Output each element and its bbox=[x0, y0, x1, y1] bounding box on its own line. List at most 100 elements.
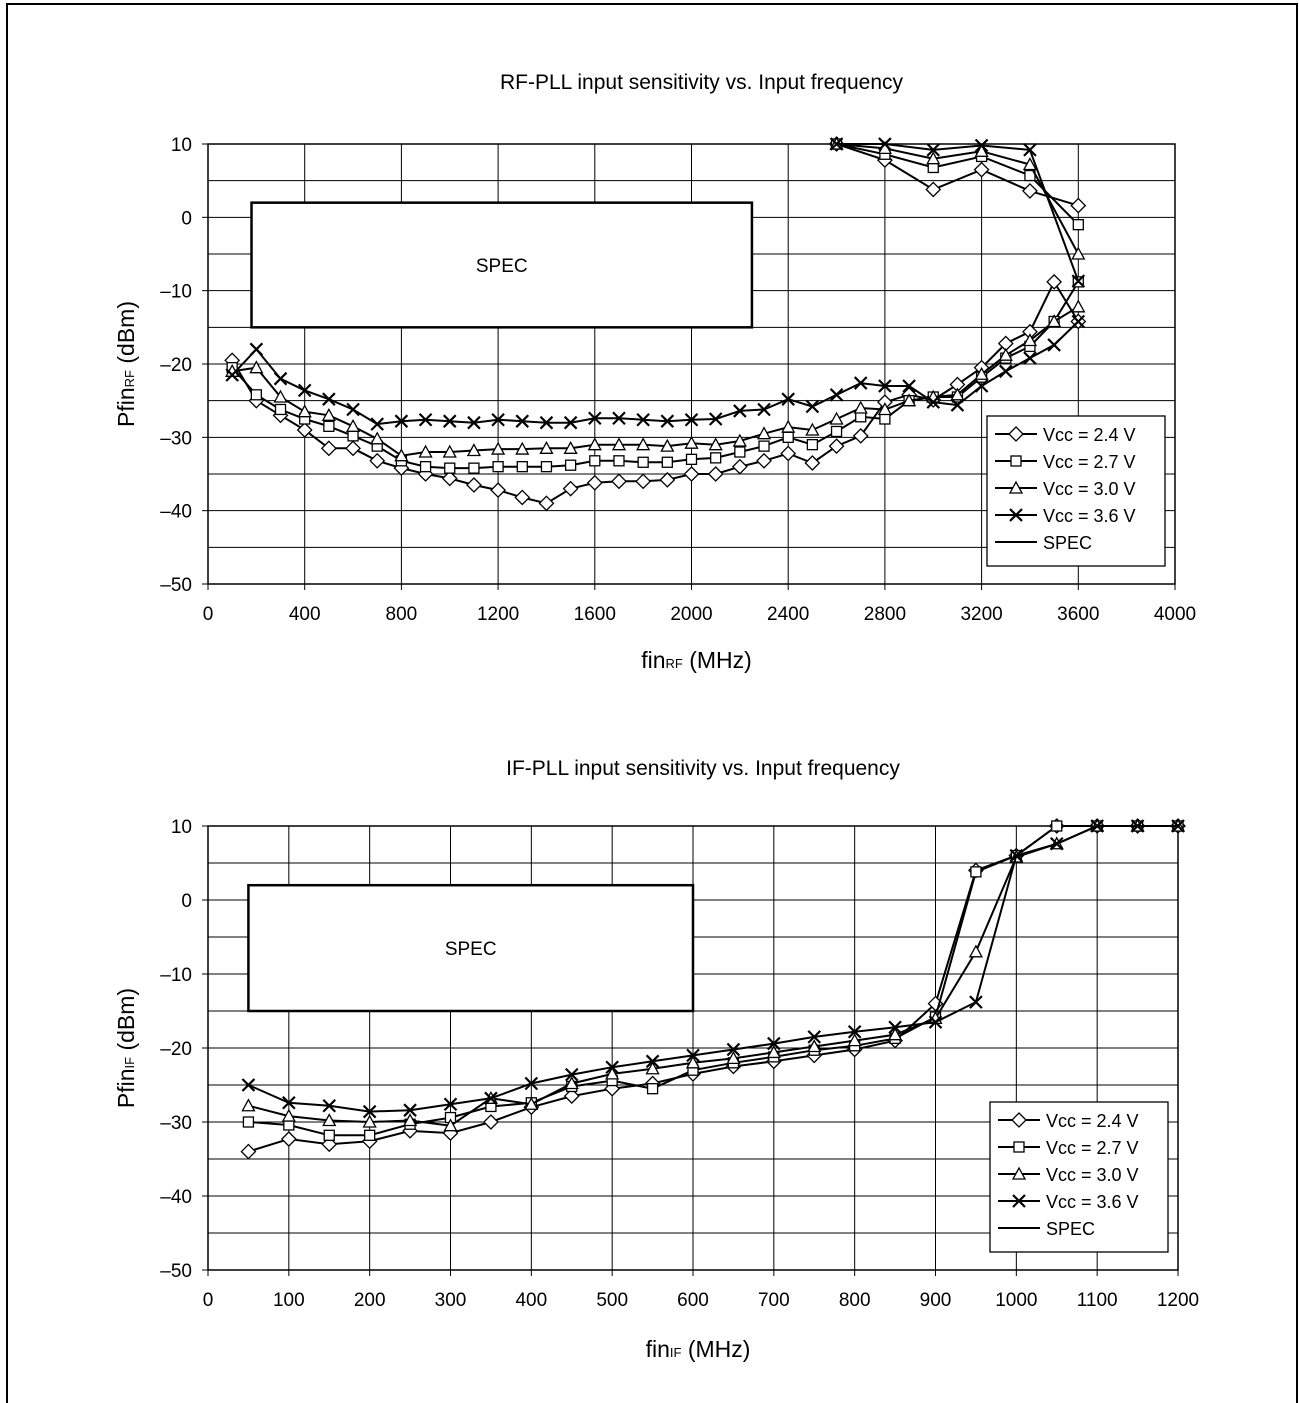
legend-x-marker bbox=[1012, 1194, 1026, 1208]
x-tick-label: 2400 bbox=[767, 604, 809, 625]
data-point bbox=[611, 473, 627, 490]
legend-label: Vcc = 2.4 V bbox=[1046, 1111, 1139, 1131]
data-point bbox=[514, 489, 531, 506]
data-point bbox=[281, 1108, 296, 1122]
data-point bbox=[225, 368, 239, 382]
data-point bbox=[369, 452, 386, 469]
data-point bbox=[1071, 299, 1086, 313]
legend: Vcc = 2.4 V Vcc = 2.7 V Vcc = 3.0 V Vcc = 3… bbox=[986, 415, 1166, 567]
data-point bbox=[684, 435, 699, 449]
data-point bbox=[708, 437, 723, 451]
legend-item: Vcc = 2.7 V bbox=[995, 452, 1136, 472]
chart-title: IF-PLL input sensitivity vs. Input frequ… bbox=[506, 757, 900, 780]
data-point bbox=[403, 1103, 417, 1117]
series-line bbox=[247, 825, 1178, 1113]
x-tick-label: 0 bbox=[203, 604, 214, 625]
data-point bbox=[490, 482, 507, 499]
x-tick-label: 1600 bbox=[574, 604, 616, 625]
figure-frame bbox=[6, 3, 1298, 1403]
legend-item: Vcc = 2.7 V bbox=[998, 1138, 1139, 1158]
data-point bbox=[297, 383, 312, 398]
axes: 100–10–20–30–40–500 100 200 300 400 500 600 700… bbox=[160, 817, 1199, 1311]
data-point bbox=[589, 455, 601, 467]
data-point bbox=[974, 143, 989, 157]
data-point bbox=[1072, 219, 1084, 231]
data-point bbox=[241, 1078, 256, 1092]
data-point bbox=[766, 1045, 781, 1059]
data-point bbox=[637, 456, 649, 468]
data-point bbox=[974, 379, 989, 393]
data-point bbox=[482, 1114, 499, 1130]
data-point bbox=[442, 444, 457, 458]
y-axis-label-main: Pfin bbox=[113, 387, 139, 427]
y-tick-label: 0 bbox=[181, 891, 192, 912]
series-x bbox=[241, 819, 1185, 1119]
data-point bbox=[684, 412, 699, 427]
data-point bbox=[370, 417, 385, 431]
y-tick-label: –10 bbox=[160, 282, 192, 303]
y-tick-label: –40 bbox=[160, 502, 192, 523]
data-point bbox=[273, 389, 288, 403]
legend-item: Vcc = 3.6 V bbox=[998, 1192, 1139, 1212]
data-point bbox=[757, 402, 771, 417]
legend-label: Vcc = 3.6 V bbox=[1046, 1192, 1139, 1212]
y-axis-label-unit: (dBm) bbox=[113, 988, 139, 1057]
legend-label: Vcc = 3.0 V bbox=[1043, 479, 1136, 499]
data-point bbox=[484, 1091, 498, 1106]
data-point bbox=[926, 143, 941, 157]
data-point bbox=[645, 1061, 660, 1075]
y-tick-label: 10 bbox=[171, 135, 192, 156]
data-point bbox=[370, 431, 385, 445]
data-point bbox=[756, 452, 772, 469]
data-point bbox=[402, 1113, 418, 1127]
data-point bbox=[364, 1129, 376, 1141]
data-point bbox=[320, 440, 337, 457]
legend-item: Vcc = 3.6 V bbox=[995, 506, 1136, 526]
y-tick-label: –30 bbox=[160, 1113, 192, 1134]
legend-label: Vcc = 3.0 V bbox=[1046, 1165, 1139, 1185]
data-point bbox=[1047, 338, 1061, 352]
data-point bbox=[969, 995, 983, 1009]
y-tick-label: –20 bbox=[160, 1039, 192, 1060]
y-axis-label-sub: IF bbox=[122, 1057, 137, 1069]
data-point bbox=[853, 400, 868, 414]
data-point bbox=[273, 371, 288, 386]
x-tick-label: 800 bbox=[839, 1290, 871, 1311]
x-tick-label: 2800 bbox=[864, 604, 906, 625]
data-point bbox=[515, 414, 530, 428]
data-point bbox=[902, 379, 916, 393]
spec-box bbox=[250, 201, 754, 329]
data-point bbox=[611, 437, 627, 451]
series-line bbox=[232, 305, 1079, 457]
series-line bbox=[231, 320, 1079, 426]
data-point bbox=[887, 1027, 903, 1041]
data-point bbox=[442, 414, 457, 428]
y-axis-label: PfinRF (dBm) bbox=[113, 301, 139, 427]
legend-item: SPEC bbox=[998, 1219, 1095, 1239]
data-point bbox=[781, 419, 796, 433]
data-point bbox=[805, 422, 820, 436]
data-point bbox=[829, 137, 844, 151]
data-point bbox=[1130, 819, 1145, 833]
data-point bbox=[249, 360, 264, 374]
data-point bbox=[1051, 820, 1063, 832]
data-point bbox=[323, 420, 335, 432]
legend-label: Vcc = 2.7 V bbox=[1046, 1138, 1139, 1158]
spec-box-label: SPEC bbox=[476, 256, 528, 277]
data-point bbox=[998, 364, 1013, 379]
data-point bbox=[877, 402, 892, 416]
data-point bbox=[516, 461, 528, 473]
data-point bbox=[829, 388, 844, 402]
y-axis-label-unit: (dBm) bbox=[113, 301, 139, 370]
y-tick-label: –50 bbox=[160, 1261, 192, 1282]
data-point bbox=[685, 453, 698, 465]
data-point bbox=[646, 1083, 659, 1095]
x-axis-label-sub: RF bbox=[665, 656, 682, 671]
spec-box bbox=[247, 883, 695, 1013]
legend-label: SPEC bbox=[1046, 1219, 1095, 1239]
legend-label: Vcc = 2.4 V bbox=[1043, 425, 1136, 445]
data-point bbox=[970, 866, 982, 878]
data-point bbox=[756, 426, 772, 440]
data-point bbox=[563, 1088, 580, 1105]
data-point bbox=[274, 403, 287, 416]
